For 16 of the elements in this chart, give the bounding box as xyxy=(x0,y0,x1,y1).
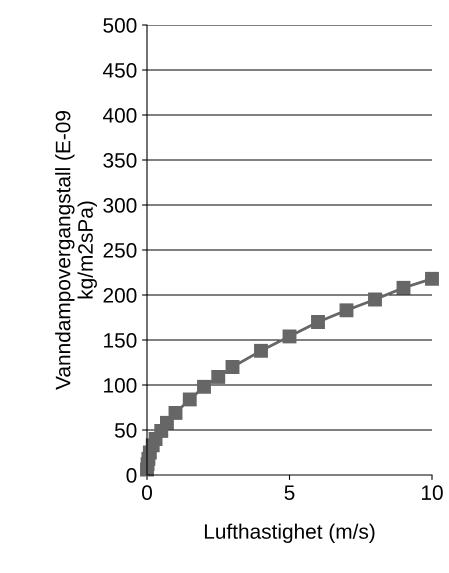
x-axis-title: Lufthastighet (m/s) xyxy=(204,524,374,544)
y-tick-label: 300 xyxy=(103,198,136,213)
y-tick-label: 450 xyxy=(103,63,136,78)
y-tick-label: 50 xyxy=(114,423,136,438)
x-tick-label: 5 xyxy=(284,485,294,500)
y-tick-label: 100 xyxy=(104,378,136,393)
y-tick-label: 200 xyxy=(104,288,136,303)
y-tick-label: 0 xyxy=(126,468,136,483)
y-tick-label: 150 xyxy=(104,333,136,348)
y-tick-label: 350 xyxy=(103,153,136,168)
y-tick-label: 250 xyxy=(104,243,136,258)
y-tick-label: 400 xyxy=(103,108,136,123)
x-tick-label: 0 xyxy=(142,485,152,500)
x-tick-label: 10 xyxy=(422,485,443,500)
y-tick-label: 500 xyxy=(103,18,136,33)
y-axis-title: Vanndampovergangstall (E-09 kg/m2sPa) xyxy=(55,111,97,390)
